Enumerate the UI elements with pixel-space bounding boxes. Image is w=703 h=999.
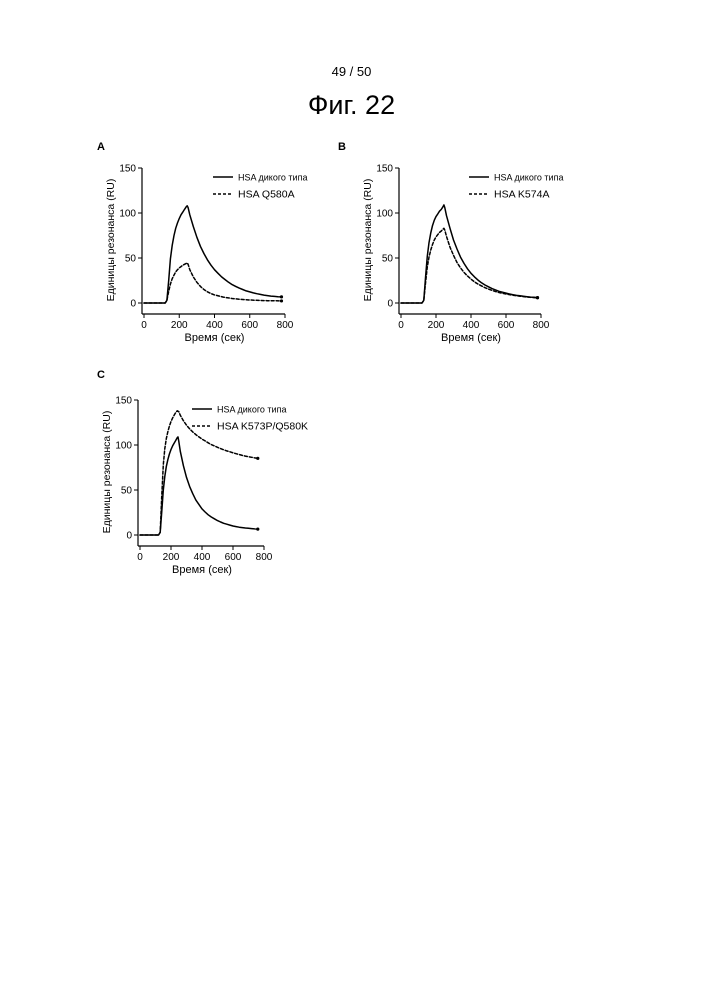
x-tick-label: 600: [498, 320, 515, 331]
series-end-marker: [536, 296, 539, 299]
legend-label-2: HSA Q580A: [238, 189, 295, 201]
series-end-marker: [280, 295, 283, 298]
series-end-marker: [536, 296, 539, 299]
y-axis-label: Единицы резонанса (RU): [362, 179, 374, 302]
legend-label-2: HSA K573P/Q580K: [217, 421, 308, 433]
y-tick-label: 150: [376, 164, 393, 175]
y-tick-label: 50: [121, 486, 133, 497]
legend-label-1: HSA дикого типа: [494, 173, 563, 183]
x-tick-label: 200: [171, 320, 188, 331]
x-tick-label: 200: [428, 320, 445, 331]
series-line-2: [140, 411, 258, 535]
series-line-2: [401, 228, 538, 303]
y-tick-label: 150: [115, 396, 132, 407]
series-end-marker: [280, 299, 283, 302]
y-tick-label: 0: [130, 299, 136, 310]
x-axis-label: Время (сек): [172, 564, 232, 576]
x-tick-label: 200: [163, 552, 180, 563]
y-tick-label: 150: [119, 164, 136, 175]
figure-title: Фиг. 22: [0, 90, 703, 121]
x-tick-label: 0: [141, 320, 147, 331]
legend-label-2: HSA K574A: [494, 189, 549, 201]
x-tick-label: 400: [206, 320, 223, 331]
series-line-1: [140, 437, 258, 535]
y-tick-label: 0: [126, 531, 132, 542]
x-axis-label: Время (сек): [441, 332, 501, 344]
legend-label-1: HSA дикого типа: [238, 173, 307, 183]
series-end-marker: [256, 457, 259, 460]
x-tick-label: 0: [137, 552, 143, 563]
y-axis-label: Единицы резонанса (RU): [101, 411, 113, 534]
x-tick-label: 400: [463, 320, 480, 331]
x-tick-label: 600: [225, 552, 242, 563]
panel-letter-c: C: [97, 369, 105, 381]
y-tick-label: 100: [119, 209, 136, 220]
y-tick-label: 50: [125, 254, 137, 265]
y-tick-label: 100: [115, 441, 132, 452]
x-tick-label: 600: [241, 320, 258, 331]
legend-label-1: HSA дикого типа: [217, 405, 286, 415]
panel-letter-b: B: [338, 141, 346, 153]
series-line-2: [144, 263, 282, 303]
page-number: 49 / 50: [0, 64, 703, 79]
series-line-1: [144, 206, 282, 303]
panel-letter-a: A: [97, 141, 105, 153]
series-line-1: [401, 205, 538, 303]
x-tick-label: 400: [194, 552, 211, 563]
x-axis-label: Время (сек): [185, 332, 245, 344]
x-tick-label: 0: [398, 320, 404, 331]
y-tick-label: 0: [387, 299, 393, 310]
x-tick-label: 800: [256, 552, 273, 563]
x-tick-label: 800: [533, 320, 550, 331]
y-tick-label: 50: [382, 254, 394, 265]
series-end-marker: [256, 528, 259, 531]
y-axis-label: Единицы резонанса (RU): [105, 179, 117, 302]
x-tick-label: 800: [277, 320, 294, 331]
y-tick-label: 100: [376, 209, 393, 220]
